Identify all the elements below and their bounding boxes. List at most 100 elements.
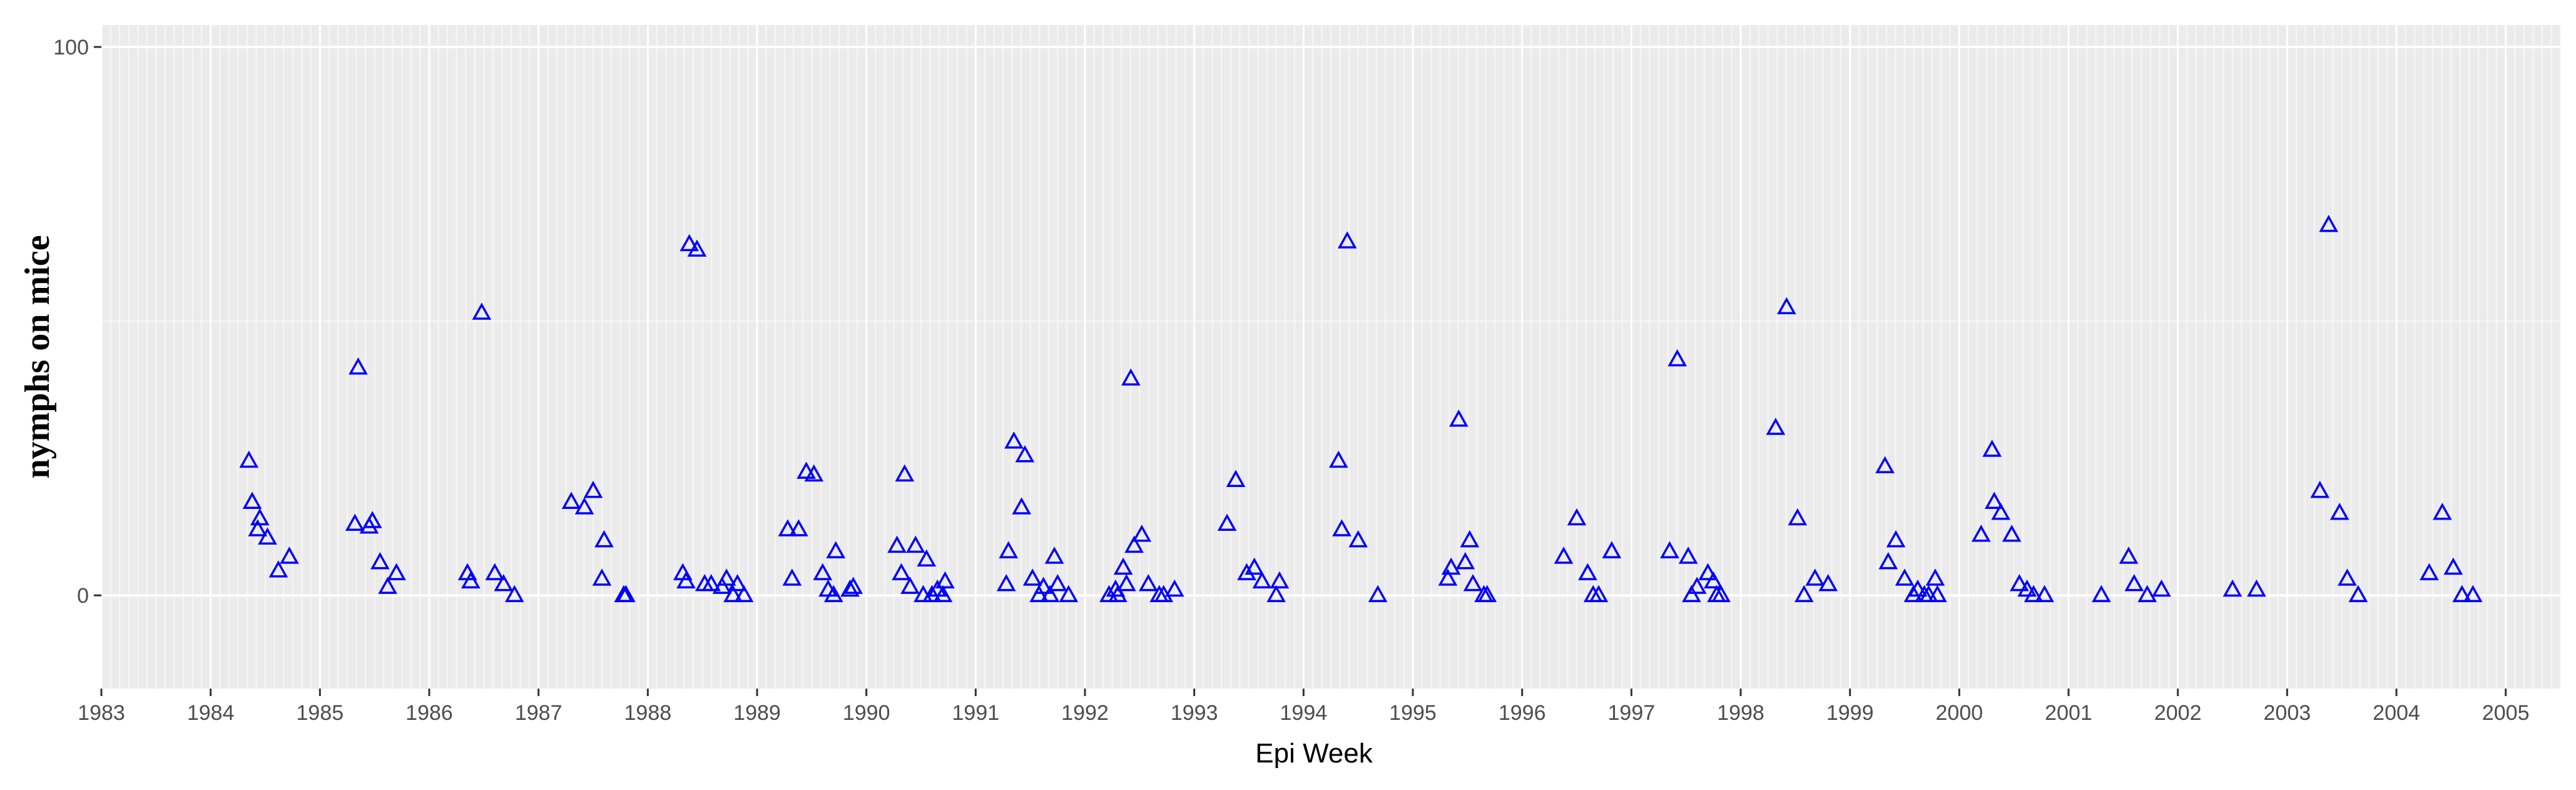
data-point bbox=[687, 239, 707, 257]
data-point bbox=[1602, 541, 1622, 558]
data-point bbox=[2124, 573, 2144, 592]
x-tick-label: 2005 bbox=[2482, 701, 2530, 725]
data-point bbox=[2348, 585, 2368, 602]
data-point bbox=[1982, 439, 2002, 457]
data-point bbox=[2152, 579, 2171, 597]
x-axis: 1983 1984 1985 1986 1987 1988 1989 1990 1991 1992… bbox=[78, 689, 2529, 725]
data-point bbox=[2338, 568, 2357, 586]
x-tick-label: 1995 bbox=[1389, 701, 1437, 725]
data-point bbox=[895, 464, 915, 482]
data-point bbox=[239, 450, 259, 468]
data-point bbox=[2452, 585, 2472, 602]
x-tick-label: 1987 bbox=[515, 701, 563, 725]
data-point bbox=[248, 519, 268, 536]
y-axis: 0 100 bbox=[53, 36, 101, 608]
data-point bbox=[823, 585, 843, 602]
data-point bbox=[701, 573, 721, 592]
data-point bbox=[1164, 579, 1184, 597]
data-point bbox=[1252, 571, 1272, 589]
data-point bbox=[2119, 546, 2139, 564]
x-tick-label: 1993 bbox=[1171, 701, 1218, 725]
data-point bbox=[1567, 508, 1587, 526]
data-point bbox=[716, 568, 736, 586]
data-point bbox=[676, 571, 696, 589]
data-point bbox=[1895, 568, 1915, 586]
data-point bbox=[1245, 557, 1265, 575]
data-point bbox=[2222, 579, 2243, 597]
data-point bbox=[242, 491, 262, 509]
data-point bbox=[378, 577, 397, 594]
data-point bbox=[504, 585, 524, 602]
data-point bbox=[840, 579, 860, 597]
data-point bbox=[843, 577, 863, 594]
data-point bbox=[1138, 573, 1158, 592]
data-point bbox=[362, 511, 382, 528]
x-axis-title: Epi Week bbox=[1255, 738, 1373, 769]
data-point bbox=[1048, 573, 1067, 592]
data-point bbox=[1886, 530, 1906, 548]
data-point bbox=[1704, 571, 1723, 589]
data-point bbox=[2310, 481, 2330, 498]
data-point bbox=[461, 571, 481, 589]
data-point bbox=[2247, 579, 2266, 597]
data-point bbox=[723, 585, 743, 602]
x-tick-label: 2003 bbox=[2264, 701, 2311, 725]
y-tick-label: 100 bbox=[53, 36, 89, 59]
x-tick-label: 1996 bbox=[1499, 701, 1546, 725]
data-point bbox=[1878, 551, 1898, 570]
data-point bbox=[1113, 557, 1133, 575]
data-point bbox=[349, 357, 368, 375]
data-point bbox=[712, 577, 732, 594]
data-points bbox=[239, 215, 2483, 602]
data-point bbox=[1682, 585, 1701, 602]
data-point bbox=[1117, 573, 1136, 592]
data-point bbox=[2137, 585, 2157, 602]
x-tick-label: 1989 bbox=[733, 701, 781, 725]
data-point bbox=[1971, 525, 1991, 542]
data-point bbox=[1004, 431, 1024, 449]
data-point bbox=[1788, 508, 1808, 526]
data-point bbox=[494, 573, 514, 592]
data-point bbox=[592, 568, 612, 586]
data-point bbox=[1132, 525, 1152, 542]
x-tick-label: 2004 bbox=[2373, 701, 2420, 725]
data-point bbox=[387, 563, 406, 580]
data-point bbox=[1477, 585, 1497, 602]
x-tick-label: 1991 bbox=[952, 701, 1000, 725]
data-point bbox=[1794, 585, 1814, 602]
data-point bbox=[1925, 568, 1945, 586]
data-point bbox=[789, 519, 808, 536]
data-point bbox=[1660, 541, 1679, 558]
data-point bbox=[1121, 368, 1141, 386]
data-point bbox=[1270, 571, 1290, 589]
data-point bbox=[616, 585, 636, 602]
data-point bbox=[1455, 551, 1475, 570]
data-point bbox=[797, 461, 816, 479]
data-point bbox=[345, 513, 365, 531]
data-point bbox=[561, 491, 581, 509]
data-point bbox=[2017, 579, 2037, 597]
data-point bbox=[933, 585, 953, 602]
data-point bbox=[1460, 530, 1480, 548]
data-point bbox=[370, 551, 390, 570]
data-point bbox=[1328, 450, 1348, 468]
data-point bbox=[1928, 585, 1947, 602]
data-point bbox=[1908, 579, 1928, 597]
data-point bbox=[1012, 497, 1032, 515]
data-point bbox=[1368, 585, 1388, 602]
x-tick-label: 1984 bbox=[187, 701, 235, 725]
data-point bbox=[1044, 546, 1064, 564]
data-point bbox=[1449, 409, 1469, 427]
data-point bbox=[594, 530, 614, 548]
data-point bbox=[2010, 573, 2029, 592]
data-point bbox=[1015, 445, 1035, 463]
data-point bbox=[1903, 585, 1923, 602]
data-point bbox=[1678, 546, 1698, 564]
data-point bbox=[905, 535, 925, 553]
data-point bbox=[583, 481, 603, 498]
data-point bbox=[2092, 585, 2111, 602]
data-point bbox=[2463, 585, 2483, 602]
x-tick-label: 1992 bbox=[1061, 701, 1109, 725]
x-tick-label: 1997 bbox=[1608, 701, 1656, 725]
